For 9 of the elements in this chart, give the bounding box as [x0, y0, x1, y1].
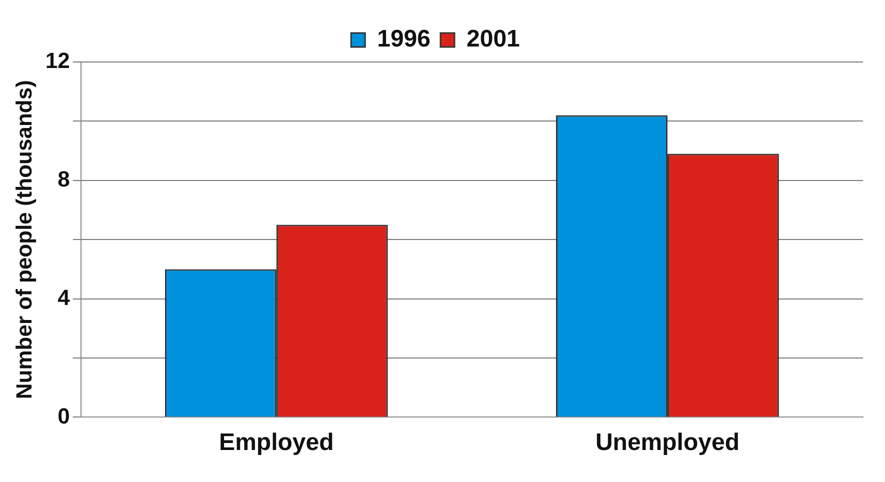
legend-label: 2001	[466, 26, 520, 53]
x-tick-label: Employed	[219, 429, 334, 456]
y-axis-title: Number of people (thousands)	[11, 80, 36, 400]
x-tick-label: Unemployed	[595, 429, 740, 456]
legend-label: 1996	[377, 26, 430, 53]
y-tick-label: 8	[58, 166, 70, 192]
y-tick-label: 12	[45, 48, 70, 74]
y-tick-label: 0	[58, 403, 70, 428]
y-tick-label: 4	[58, 284, 71, 310]
